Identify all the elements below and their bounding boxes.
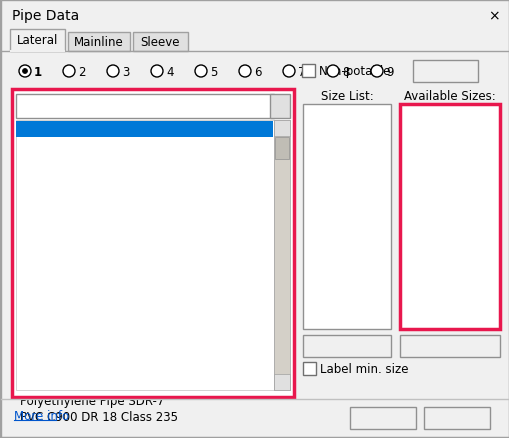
Text: OK: OK (374, 412, 391, 424)
Text: < Add: < Add (433, 341, 465, 351)
Text: 2": 2" (310, 150, 323, 163)
Circle shape (194, 66, 207, 78)
Bar (16, 122, 272, 138)
Text: More info: More info (14, 410, 69, 423)
Text: 4": 4" (310, 226, 323, 239)
Circle shape (370, 66, 382, 78)
Text: 6": 6" (310, 245, 323, 258)
Text: 8: 8 (342, 65, 349, 78)
Bar (273, 374, 290, 390)
Bar (302, 362, 316, 375)
Text: HDPE PE3608 DR 15.5: HDPE PE3608 DR 15.5 (20, 203, 151, 216)
Text: Ductile Iron Pipe: Ductile Iron Pipe (20, 155, 117, 168)
Text: CPVC Schedule 40: CPVC Schedule 40 (22, 100, 130, 113)
Text: Remove >: Remove > (319, 341, 373, 351)
Text: HDPE PE4710 DR 17: HDPE PE4710 DR 17 (20, 283, 140, 296)
Text: 3/4": 3/4" (407, 131, 432, 144)
Text: v: v (276, 102, 283, 112)
Text: HDPE PE4710 DR 32.5: HDPE PE4710 DR 32.5 (20, 331, 151, 344)
Bar (302, 335, 390, 357)
Bar (423, 407, 489, 429)
Circle shape (107, 66, 119, 78)
Text: 1 1/2": 1 1/2" (310, 131, 346, 144)
Circle shape (282, 66, 294, 78)
Text: 1": 1" (407, 150, 420, 163)
Text: 3": 3" (310, 188, 323, 201)
Text: Polyethylene Pipe SDR-7: Polyethylene Pipe SDR-7 (20, 395, 164, 408)
Text: HDPE PE3608 SIDR 19: HDPE PE3608 SIDR 19 (20, 235, 150, 248)
Text: 8": 8" (310, 264, 323, 277)
Text: ✓: ✓ (304, 364, 314, 374)
Text: Size List:: Size List: (320, 90, 373, 103)
Circle shape (63, 66, 75, 78)
Bar (399, 105, 499, 329)
Text: Sleeve: Sleeve (140, 35, 180, 48)
Text: 12": 12" (310, 302, 331, 315)
Text: Cancel: Cancel (436, 412, 476, 424)
Text: CPVC Schedule 80: CPVC Schedule 80 (20, 139, 128, 152)
Text: Label min. size: Label min. size (319, 363, 408, 376)
Text: CPVC Schedule 40: CPVC Schedule 40 (20, 123, 128, 136)
Bar (12, 90, 293, 397)
Text: 5: 5 (210, 65, 217, 78)
Circle shape (19, 66, 31, 78)
Text: HDPE PE4710 DR 26: HDPE PE4710 DR 26 (20, 315, 140, 328)
Bar (133, 33, 188, 52)
Text: ×: × (487, 9, 499, 23)
Bar (273, 121, 290, 390)
Text: HR-Blu-Lock: HR-Blu-Lock (20, 378, 90, 392)
Text: Layer...: Layer... (422, 65, 466, 78)
Text: ^: ^ (278, 124, 285, 133)
Circle shape (239, 66, 250, 78)
Bar (68, 33, 130, 52)
Bar (16, 95, 273, 119)
Text: PVC C900 DR 18 Class 235: PVC C900 DR 18 Class 235 (20, 410, 178, 424)
Text: HDPE PE4710 DR 9: HDPE PE4710 DR 9 (20, 363, 132, 376)
Text: 1: 1 (34, 65, 42, 78)
Bar (349, 407, 415, 429)
Circle shape (22, 69, 27, 74)
Text: 2 1/2": 2 1/2" (310, 169, 346, 182)
Text: 6: 6 (253, 65, 261, 78)
Text: HDPE PE4710 DR 11: HDPE PE4710 DR 11 (20, 251, 140, 264)
Text: Available Sizes:: Available Sizes: (403, 90, 495, 103)
Text: Pipe Data: Pipe Data (12, 9, 79, 23)
Text: Lateral: Lateral (17, 35, 58, 47)
Text: Non-potable: Non-potable (318, 65, 391, 78)
Bar (412, 61, 477, 83)
Bar (16, 121, 273, 390)
Bar (301, 65, 315, 78)
Circle shape (151, 66, 163, 78)
Bar (273, 121, 290, 137)
Bar (399, 335, 499, 357)
Text: 9: 9 (385, 65, 393, 78)
Text: HDPE PE4710 DR 21: HDPE PE4710 DR 21 (20, 299, 140, 312)
Bar (274, 138, 289, 159)
Text: 1 1/4": 1 1/4" (310, 112, 346, 125)
Text: 1/2": 1/2" (407, 112, 432, 125)
Circle shape (326, 66, 338, 78)
Text: 3: 3 (122, 65, 129, 78)
Text: 3 1/2": 3 1/2" (310, 207, 346, 220)
Bar (302, 105, 390, 329)
Text: 10": 10" (310, 283, 331, 296)
Text: HDPE PE4710 DR 13.5: HDPE PE4710 DR 13.5 (20, 267, 151, 280)
Text: HDPE PE3408 DR 11: HDPE PE3408 DR 11 (20, 171, 139, 184)
Text: 2: 2 (78, 65, 86, 78)
Bar (10, 30, 65, 52)
Text: HDPE PE3408 DR 9: HDPE PE3408 DR 9 (20, 187, 132, 200)
Bar (269, 95, 290, 119)
Text: v: v (279, 378, 284, 387)
Text: 4: 4 (165, 65, 173, 78)
Text: 7: 7 (297, 65, 305, 78)
Text: HDPE PE3608 SIDR 15: HDPE PE3608 SIDR 15 (20, 219, 150, 232)
Text: Mainline: Mainline (74, 35, 124, 48)
Text: HDPE PE4710 DR 7: HDPE PE4710 DR 7 (20, 347, 132, 360)
